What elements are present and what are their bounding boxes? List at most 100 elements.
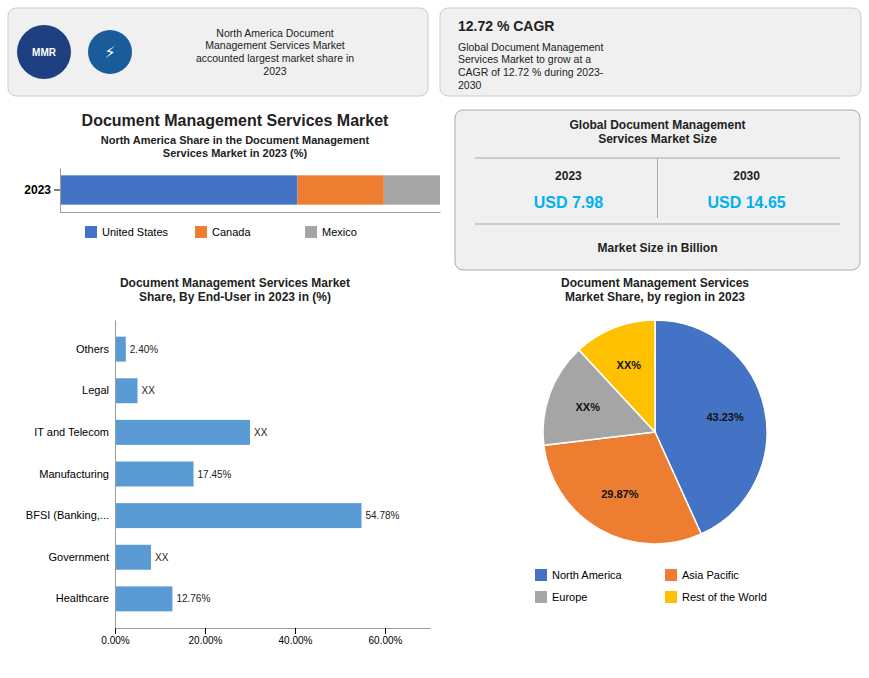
legend-swatch	[85, 226, 97, 238]
y-axis: Healthcare Government BFSI (Banking,... Man…	[26, 321, 116, 629]
tick-label: 20.00%	[189, 635, 223, 646]
tick: Healthcare	[56, 592, 115, 604]
y-axis: 2023	[24, 169, 60, 213]
tick-mark	[54, 190, 60, 191]
text-line: CAGR of 12.72 % during 2023-	[458, 66, 604, 78]
text-line: Market Size in Billion	[597, 241, 717, 255]
legend-item: Canada	[195, 226, 251, 238]
tick: 20.00%	[189, 628, 223, 646]
tick: Legal	[82, 384, 115, 396]
bar-segment	[298, 175, 384, 204]
tick-label: IT and Telecom	[34, 426, 109, 438]
pie-chart: Document Management ServicesMarket Share…	[535, 276, 767, 603]
tick-label: 60.00%	[369, 635, 403, 646]
page-title: Document Management Services Market	[82, 112, 389, 129]
legend-label: Asia Pacific	[682, 569, 739, 581]
text-line: 2030	[733, 169, 760, 183]
x-axis	[61, 212, 441, 213]
data-label: 17.45%	[198, 469, 232, 480]
plot-area	[60, 175, 440, 204]
text-line: Global Document Management	[458, 41, 603, 53]
tick: 40.00%	[279, 628, 313, 646]
tick-label: 2023	[24, 183, 51, 197]
text-line: MMR	[32, 47, 57, 58]
text-line: Services Market Size	[598, 132, 717, 146]
tick: 2023	[24, 183, 60, 197]
box-value: USD 7.98	[534, 194, 603, 211]
data-label: XX%	[617, 359, 642, 371]
tick: 0.00%	[101, 628, 129, 646]
data-label: 29.87%	[601, 488, 639, 500]
text-line: North America Share in the Document Mana…	[101, 134, 370, 146]
legend-label: Rest of the World	[682, 591, 767, 603]
text-line: USD 14.65	[707, 194, 785, 211]
box-title: Global Document ManagementServices Marke…	[569, 118, 745, 146]
legend-swatch	[535, 569, 547, 581]
bar-segment	[384, 175, 440, 204]
tick-mark	[295, 628, 296, 634]
legend-swatch	[665, 591, 677, 603]
text-line: Market Share, by region in 2023	[565, 290, 745, 304]
legend-item: Europe	[535, 591, 587, 603]
x-axis: 0.00% 20.00% 40.00% 60.00%	[101, 628, 430, 646]
header-right: 12.72 % CAGR Global Document ManagementSe…	[440, 8, 861, 96]
tick-mark	[385, 628, 386, 634]
legend-item: United States	[85, 226, 169, 238]
text-line: USD 7.98	[534, 194, 603, 211]
bar	[115, 337, 126, 362]
header-text: North America DocumentManagement Service…	[196, 27, 354, 77]
text-line: Share, By End-User in 2023 in (%)	[139, 290, 331, 304]
tick: Government	[48, 551, 115, 563]
axis-domain	[61, 212, 441, 213]
legend-item: Rest of the World	[665, 591, 767, 603]
pie-slices	[543, 320, 767, 544]
divider	[657, 158, 658, 218]
bar	[115, 545, 151, 570]
bar	[115, 462, 194, 487]
data-label: 2.40%	[130, 344, 158, 355]
market-size-box: Global Document ManagementServices Marke…	[455, 110, 860, 270]
legend-label: Europe	[552, 591, 587, 603]
bar-segment	[60, 175, 298, 204]
box	[455, 110, 860, 270]
text-line: Global Document Management	[569, 118, 745, 132]
text-line: Document Management Services Market	[82, 112, 389, 129]
tick-label: Others	[76, 343, 110, 355]
legend: North AmericaAsia PacificEuropeRest of t…	[535, 569, 767, 603]
header-bold: 12.72 % CAGR	[458, 18, 554, 34]
tick-label: Manufacturing	[39, 468, 109, 480]
header-text: Global Document ManagementServices Marke…	[458, 41, 604, 91]
tick-mark	[115, 628, 116, 634]
legend: United States Canada Mexico	[85, 226, 357, 238]
text-line: North America Document	[216, 27, 333, 39]
box-label: 2023	[555, 169, 582, 183]
stacked-bar-chart: North America Share in the Document Mana…	[24, 134, 440, 238]
data-label: 54.78%	[366, 510, 400, 521]
data-label: XX	[142, 385, 156, 396]
icon-circle	[17, 25, 71, 79]
data-labels: 43.23%29.87%XX%XX%	[575, 359, 743, 500]
tick: 60.00%	[369, 628, 403, 646]
axis-domain	[116, 628, 431, 629]
text-line: 2023	[263, 65, 287, 77]
text-line: 12.72 % CAGR	[458, 18, 554, 34]
tick: Manufacturing	[39, 468, 115, 480]
box-label: 2030	[733, 169, 760, 183]
tick: IT and Telecom	[34, 426, 115, 438]
legend-swatch	[195, 226, 207, 238]
page: Document Management Services Market MMR⚡N…	[0, 0, 869, 678]
text-line: Services Market to grow at a	[458, 53, 591, 65]
header-left: MMR⚡North America DocumentManagement Ser…	[8, 8, 428, 96]
axis-domain	[115, 321, 116, 629]
chart-title: Document Management Services MarketShare…	[120, 276, 350, 304]
data-label: XX	[254, 427, 268, 438]
tick: BFSI (Banking,...	[26, 509, 115, 521]
legend-label: Canada	[212, 226, 251, 238]
box-note: Market Size in Billion	[597, 241, 717, 255]
text-line: Management Services Market	[205, 39, 345, 51]
bar-chart: Document Management Services MarketShare…	[26, 276, 431, 646]
tick-label: 0.00%	[101, 635, 129, 646]
chart-title: North America Share in the Document Mana…	[101, 134, 370, 159]
tick-label: Legal	[82, 384, 109, 396]
legend-item: Mexico	[305, 226, 357, 238]
